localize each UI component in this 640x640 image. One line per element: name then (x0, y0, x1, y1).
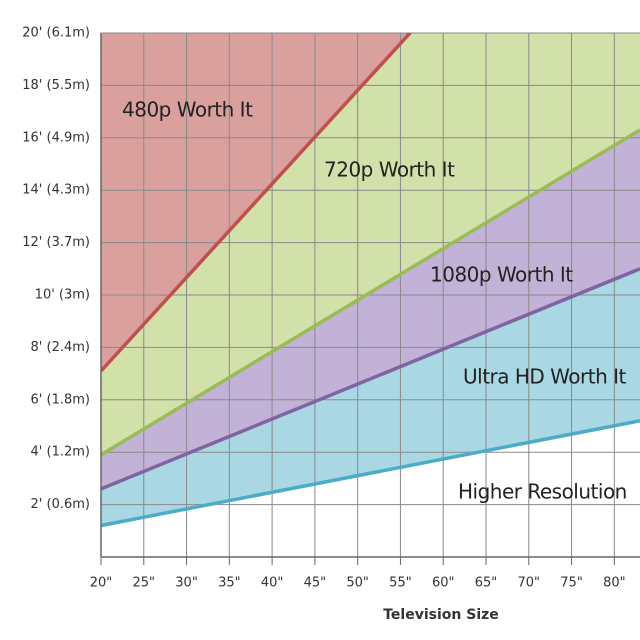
plot-lines (101, 33, 640, 528)
series-line (101, 267, 640, 491)
axes: 2' (0.6m) 4' (1.2m) 6' (1.8m) 8' (2.4m) 10' … (22, 26, 640, 591)
x-tick-label: 50" (346, 576, 369, 591)
y-tick-label: 16' (4.9m) (22, 130, 90, 145)
x-tick-label: 40" (261, 576, 284, 591)
y-tick-label: 18' (5.5m) (22, 78, 90, 93)
region-label: 1080p Worth It (430, 263, 573, 287)
series-line (101, 33, 413, 373)
x-tick-label: 80" (603, 576, 626, 591)
y-tick-label: 20' (6.1m) (22, 26, 90, 41)
area-region (101, 268, 640, 526)
region-label: Ultra HD Worth It (463, 365, 627, 389)
region-labels: 480p Worth It 720p Worth It 1080p Worth It… (122, 98, 627, 504)
x-tick-label: 65" (475, 576, 498, 591)
region-label: 480p Worth It (122, 98, 253, 122)
region-label: Higher Resolution (458, 480, 627, 504)
x-tick-label: 75" (560, 576, 583, 591)
x-tick-label: 70" (518, 576, 541, 591)
area-region (101, 129, 640, 489)
y-tick-label: 12' (3.7m) (22, 235, 90, 250)
x-tick-label: 55" (389, 576, 412, 591)
y-tick-label: 14' (4.3m) (22, 183, 90, 198)
series-line (101, 128, 640, 457)
series-line (101, 419, 640, 528)
y-tick-label: 2' (0.6m) (31, 497, 90, 512)
x-tick-label: 20" (90, 576, 113, 591)
area-region (101, 33, 640, 455)
x-tick-label: 60" (432, 576, 455, 591)
x-axis-label: Television Size (383, 607, 499, 623)
y-tick-label: 10' (3m) (35, 288, 90, 303)
region-label: 720p Worth It (324, 158, 455, 182)
x-tick-label: 25" (133, 576, 156, 591)
y-tick-label: 8' (2.4m) (31, 340, 90, 355)
x-tick-label: 45" (304, 576, 327, 591)
x-tick-label: 30" (175, 576, 198, 591)
x-tick-label: 35" (218, 576, 241, 591)
y-tick-label: 6' (1.8m) (31, 392, 90, 407)
grid (100, 32, 640, 557)
y-tick-label: 4' (1.2m) (31, 445, 90, 460)
